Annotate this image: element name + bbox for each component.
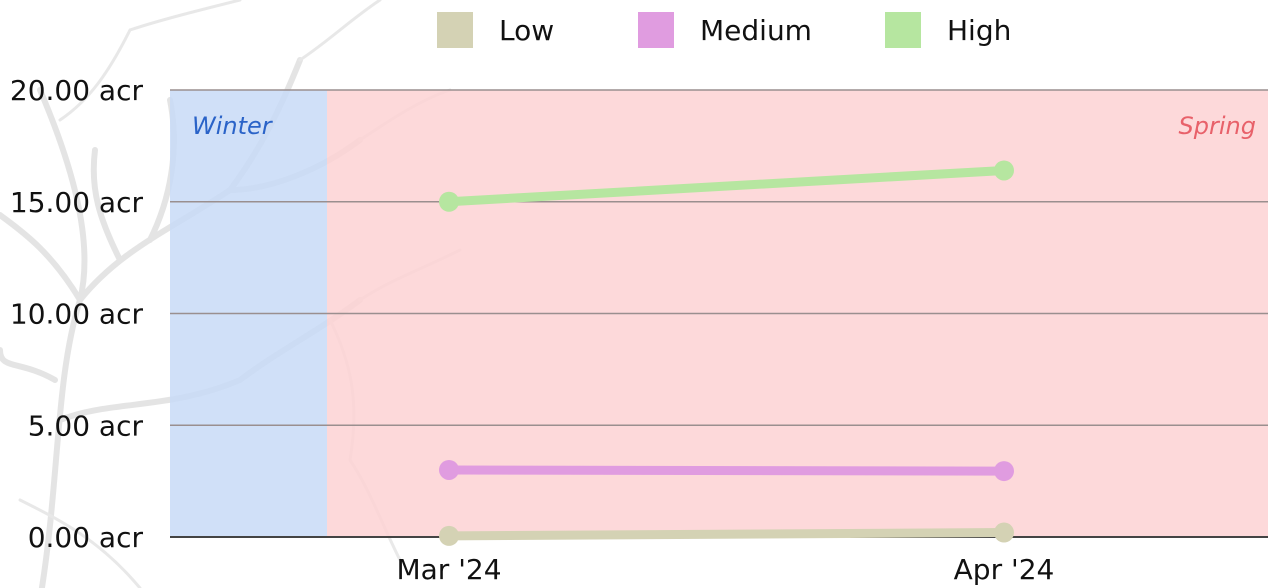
- legend-swatch-low: [437, 12, 473, 48]
- series-line-high: [444, 165, 1009, 207]
- y-tick-label: 10.00 acr: [10, 298, 144, 331]
- data-point-low: [439, 525, 459, 546]
- y-axis: 0.00 acr 5.00 acr 10.00 acr 15.00 acr 20.00 …: [10, 74, 144, 554]
- legend: Low Medium High: [437, 12, 1011, 48]
- series-lines: [439, 160, 1014, 546]
- legend-label-medium: Medium: [700, 14, 812, 47]
- x-axis: Mar '24 Apr '24: [396, 553, 1054, 586]
- series-line-low: [444, 528, 1009, 541]
- series-line-medium: [444, 465, 1009, 476]
- legend-label-low: Low: [499, 14, 554, 47]
- data-point-low: [994, 522, 1014, 543]
- legend-swatch-high: [885, 12, 921, 48]
- x-tick-label: Apr '24: [954, 553, 1055, 586]
- y-tick-label: 20.00 acr: [10, 74, 144, 107]
- data-point-medium: [439, 459, 459, 480]
- data-point-medium: [994, 461, 1014, 482]
- spring-band-label: Spring: [1179, 112, 1256, 140]
- legend-label-high: High: [947, 14, 1011, 47]
- x-tick-label: Mar '24: [396, 553, 501, 586]
- winter-band-label: Winter: [192, 112, 274, 140]
- y-tick-label: 5.00 acr: [28, 409, 144, 442]
- data-point-high: [439, 191, 459, 212]
- legend-swatch-medium: [638, 12, 674, 48]
- y-tick-label: 15.00 acr: [10, 186, 144, 219]
- y-tick-label: 0.00 acr: [28, 521, 144, 554]
- data-point-high: [994, 160, 1014, 181]
